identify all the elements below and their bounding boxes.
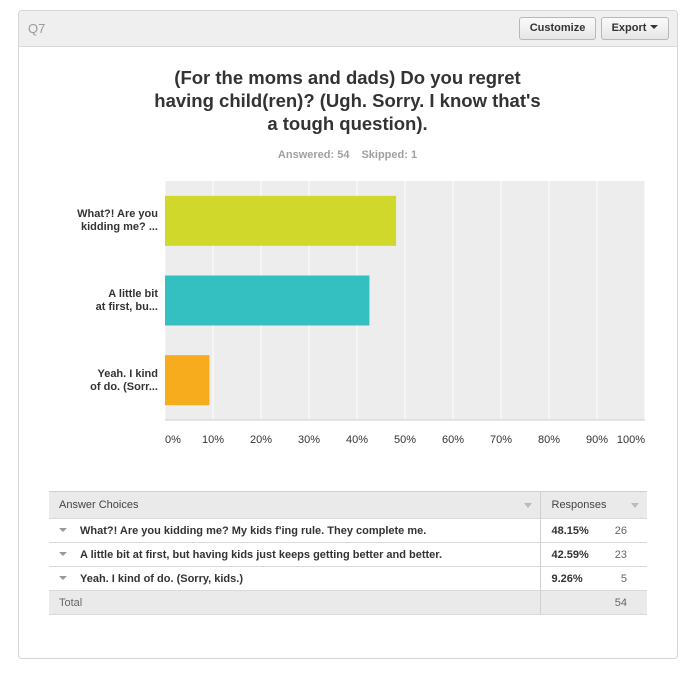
bar[interactable] [165,355,210,406]
export-button[interactable]: Export [601,17,669,40]
table-header-row: Answer Choices Responses [49,491,647,519]
answer-count: 26 [597,518,647,543]
x-tick-label: 80% [537,434,561,446]
sort-icon[interactable] [524,503,532,508]
answer-percent: 42.59% [540,542,597,567]
category-label: What?! Are you kidding me? ... [48,208,158,234]
category-label-line: Yeah. I kind [97,368,158,380]
title-line: (For the moms and dads) Do you regret [174,67,521,88]
category-label-line: of do. (Sorr... [90,381,158,393]
category-label: A little bit at first, bu... [48,288,158,314]
x-tick-label: 50% [393,434,417,446]
expand-icon[interactable] [59,576,67,581]
responses-table: Answer Choices Responses What?! Are you … [49,491,647,615]
answer-choices-header-label: Answer Choices [59,499,139,511]
x-tick-label: 10% [201,434,225,446]
answer-count: 5 [597,566,647,591]
x-tick-label: 20% [249,434,273,446]
answer-text: A little bit at first, but having kids j… [80,548,443,561]
bar-chart [164,181,646,421]
category-label-line: A little bit [108,288,158,300]
x-tick-label: 90% [585,434,609,446]
question-id: Q7 [28,21,46,36]
category-label-line: kidding me? ... [80,221,158,233]
answer-percent: 48.15% [540,518,597,543]
title-line: having child(ren)? (Ugh. Sorry. I know t… [154,90,541,111]
bar[interactable] [165,195,397,246]
customize-button[interactable]: Customize [519,17,596,40]
table-row[interactable]: What?! Are you kidding me? My kids f'ing… [49,518,647,543]
x-tick-label: 60% [441,434,465,446]
bar[interactable] [165,275,370,326]
table-row[interactable]: A little bit at first, but having kids j… [49,542,647,567]
skipped-count: Skipped: 1 [361,149,418,161]
x-tick-label: 40% [345,434,369,446]
expand-icon[interactable] [59,552,67,557]
answer-count: 23 [597,542,647,567]
responses-header-label: Responses [551,499,607,511]
answer-text: What?! Are you kidding me? My kids f'ing… [80,524,427,537]
title-line: a tough question). [267,113,428,134]
answer-percent: 9.26% [540,566,597,591]
answer-choices-header[interactable]: Answer Choices [49,491,541,519]
chevron-down-icon [650,25,659,30]
answer-text: Yeah. I kind of do. (Sorry, kids.) [80,572,243,585]
card-header: Q7 Customize Export [19,11,677,47]
x-tick-label: 100% [616,434,646,446]
x-tick-label: 0% [165,434,181,446]
category-label-line: What?! Are you [77,208,158,220]
response-summary: Answered: 54 Skipped: 1 [0,149,695,161]
sort-icon[interactable] [630,503,639,508]
x-tick-label: 70% [489,434,513,446]
responses-header[interactable]: Responses [540,491,647,519]
category-label-line: at first, bu... [95,301,158,313]
category-label: Yeah. I kind of do. (Sorr... [48,368,158,394]
expand-icon[interactable] [59,528,67,533]
question-title: (For the moms and dads) Do you regret ha… [0,66,695,135]
table-row[interactable]: Yeah. I kind of do. (Sorry, kids.) 9.26%… [49,566,647,591]
answered-count: Answered: 54 [277,149,350,161]
x-tick-label: 30% [297,434,321,446]
total-count: 54 [597,590,647,615]
total-row: Total 54 [49,590,647,615]
export-label: Export [611,22,647,34]
total-label: Total [49,590,541,615]
